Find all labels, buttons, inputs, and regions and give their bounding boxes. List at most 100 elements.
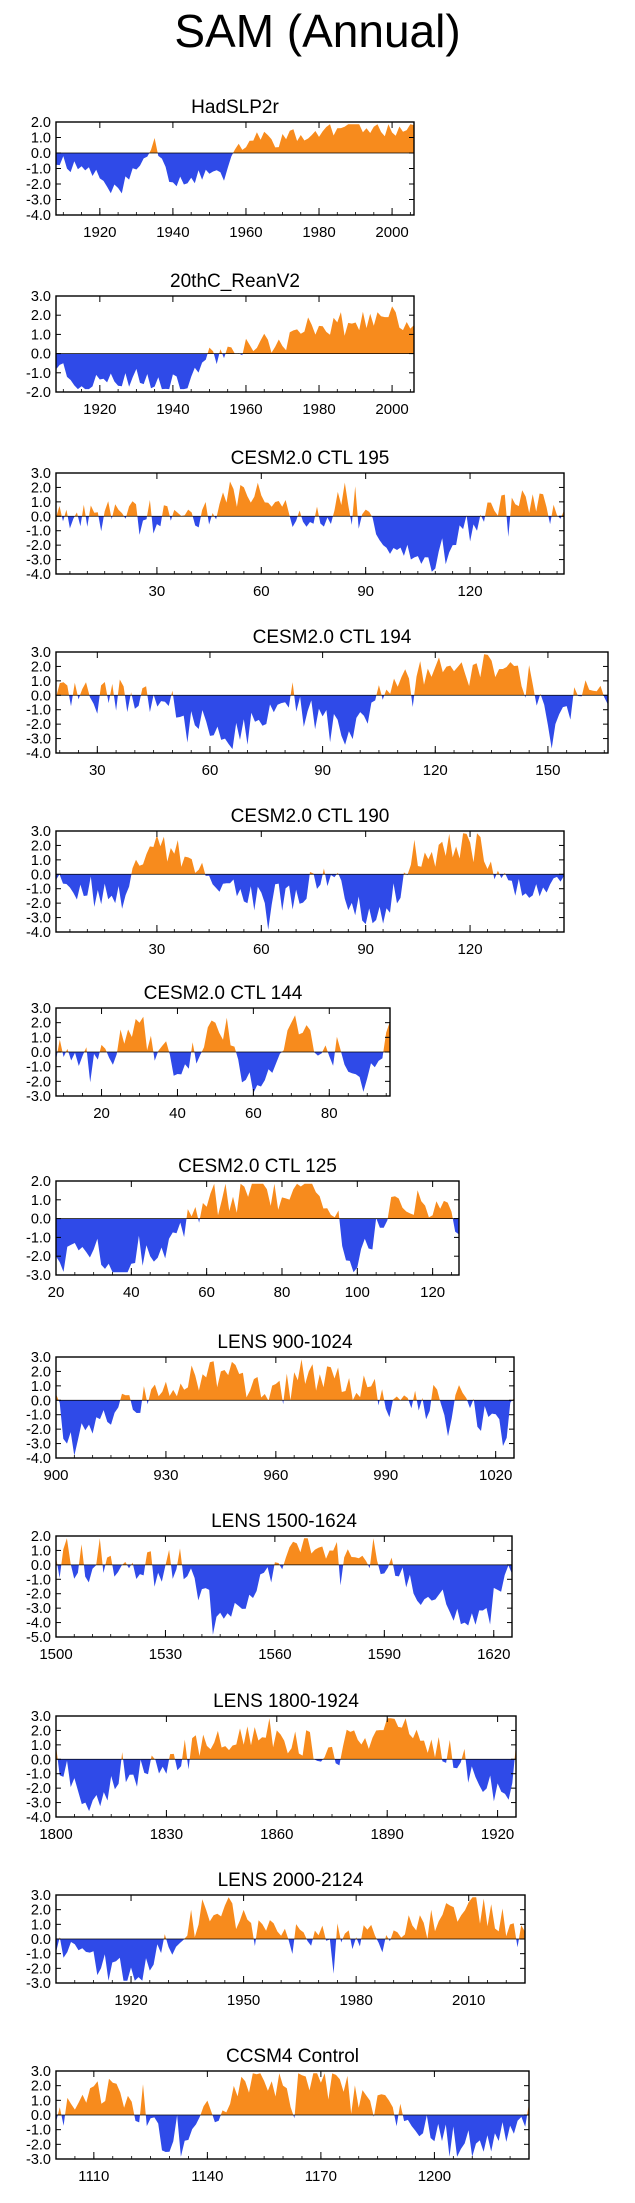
panel-title: LENS 900-1024: [217, 1332, 353, 1353]
panel-title: CCSM4 Control: [226, 2046, 359, 2067]
y-tick-label: 0.0: [31, 1393, 51, 1409]
y-tick-label: -4.0: [26, 208, 51, 224]
y-tick-label: 3.0: [31, 466, 51, 482]
x-tick-label: 120: [458, 941, 483, 958]
x-tick-label: 930: [153, 1467, 178, 1484]
negative-area: [56, 1939, 525, 1981]
x-tick-label: 1170: [305, 2168, 337, 2185]
x-tick-label: 1560: [258, 1646, 291, 1663]
y-tick-label: 1.0: [31, 1193, 51, 1209]
y-tick-label: 0.0: [31, 347, 51, 363]
positive-area: [56, 124, 414, 153]
y-tick-label: 2.0: [31, 308, 51, 324]
x-tick-label: 1920: [114, 1992, 147, 2009]
y-tick-label: -2.0: [26, 1781, 51, 1797]
y-tick-label: -4.0: [26, 1616, 51, 1632]
y-tick-label: 0.0: [31, 2108, 51, 2124]
plot-frame: [55, 651, 609, 754]
x-tick-label: 1200: [418, 2168, 451, 2185]
x-tick-label: 30: [149, 941, 166, 958]
chart-panel-3: CESM2.0 CTL 195 3.02.01.00.0-1.0-2.0-3.0-…: [26, 448, 565, 600]
positive-area: [56, 1183, 459, 1219]
x-tick-label: 20: [93, 1105, 110, 1122]
y-tick-label: 2.0: [31, 1016, 51, 1032]
y-tick-label: 0.0: [31, 1558, 51, 1574]
main-title: SAM (Annual): [174, 5, 461, 57]
y-tick-label: -1.0: [26, 703, 51, 719]
x-tick-label: 1860: [260, 1826, 293, 1843]
positive-area: [56, 1015, 390, 1052]
y-tick-label: 2.0: [31, 115, 51, 131]
y-tick-label: 0.0: [31, 867, 51, 883]
x-tick-label: 1920: [83, 224, 116, 241]
y-tick-label: 2.0: [31, 1174, 51, 1190]
x-tick-label: 1110: [78, 2168, 109, 2185]
chart-panel-12: CCSM4 Control 3.02.01.00.0-1.0-2.0-3.0 111…: [26, 2046, 530, 2185]
x-tick-label: 60: [253, 583, 270, 600]
y-tick-label: 1.0: [31, 1917, 51, 1933]
x-tick-label: 60: [198, 1284, 215, 1301]
panel-title: CESM2.0 CTL 125: [178, 1156, 337, 1177]
positive-area: [56, 1359, 514, 1401]
y-tick-label: -1.0: [26, 2123, 51, 2139]
x-tick-label: 1980: [302, 401, 335, 418]
y-tick-label: 2.0: [31, 1723, 51, 1739]
negative-area: [56, 2115, 529, 2157]
panel-title: CESM2.0 CTL 190: [231, 806, 390, 827]
chart-panel-2: 20thC_ReanV2 3.0 2.0 1.0 0.0 -1.0 -2.0 1920 1940…: [26, 271, 415, 418]
y-tick-label: -2.0: [26, 1961, 51, 1977]
x-tick-label: 960: [263, 1467, 288, 1484]
y-tick-label: -1.0: [26, 1408, 51, 1424]
chart-panel-1: HadSLP2r 2.01.00.0-1.0-2.0-3.0-4.0 1920 194…: [26, 97, 415, 241]
y-tick-label: -2.0: [26, 1587, 51, 1603]
panel-title: CESM2.0 CTL 195: [231, 448, 390, 469]
x-tick-label: 990: [373, 1467, 398, 1484]
x-tick-label: 1620: [477, 1646, 510, 1663]
chart-panel-11: LENS 2000-2124 3.02.01.00.0-1.0-2.0-3.0 19…: [26, 1870, 526, 2009]
x-tick-label: 80: [274, 1284, 291, 1301]
y-tick-label: -1.0: [26, 1230, 51, 1246]
x-tick-label: 1960: [229, 401, 262, 418]
x-tick-label: 1950: [227, 1992, 260, 2009]
y-tick-label: -1.0: [26, 1572, 51, 1588]
y-tick-label: 2.0: [31, 659, 51, 675]
chart-panel-5: CESM2.0 CTL 190 3.02.01.00.0-1.0-2.0-3.0-…: [26, 806, 565, 958]
plot-frame: [55, 1715, 517, 1818]
y-tick-label: 1.0: [31, 853, 51, 869]
y-tick-label: -4.0: [26, 567, 51, 583]
y-tick-label: 0.0: [31, 1752, 51, 1768]
x-tick-label: 2000: [375, 224, 408, 241]
x-tick-label: 20: [48, 1284, 65, 1301]
y-tick-label: -3.0: [26, 1437, 51, 1453]
y-tick-label: 3.0: [31, 289, 51, 305]
y-tick-label: 0.0: [31, 1932, 51, 1948]
x-tick-label: 30: [149, 583, 166, 600]
negative-area: [56, 1218, 459, 1273]
positive-area: [56, 306, 414, 354]
x-tick-label: 60: [245, 1105, 262, 1122]
y-tick-label: 1.0: [31, 1030, 51, 1046]
y-tick-label: 2.0: [31, 1903, 51, 1919]
y-tick-label: 1.0: [31, 131, 51, 147]
y-tick-label: -1.0: [26, 162, 51, 178]
y-tick-label: 2.0: [31, 1529, 51, 1545]
x-tick-label: 150: [535, 762, 560, 779]
x-tick-label: 90: [357, 941, 374, 958]
x-tick-label: 1530: [149, 1646, 182, 1663]
y-tick-label: 1.0: [31, 327, 51, 343]
negative-area: [56, 353, 414, 390]
y-tick-label: 0.0: [31, 146, 51, 162]
y-tick-label: -4.0: [26, 925, 51, 941]
y-tick-label: -3.0: [26, 2152, 51, 2168]
y-tick-label: 3.0: [31, 1350, 51, 1366]
positive-area: [56, 654, 608, 696]
plot-frame: [55, 1535, 513, 1638]
plot-frame: [55, 472, 565, 575]
negative-area: [56, 1400, 514, 1456]
y-tick-label: -3.0: [26, 911, 51, 927]
panel-title: LENS 1800-1924: [213, 1691, 359, 1712]
y-tick-label: -2.0: [26, 538, 51, 554]
y-tick-label: 1.0: [31, 495, 51, 511]
x-tick-label: 900: [43, 1467, 68, 1484]
x-tick-label: 40: [123, 1284, 140, 1301]
